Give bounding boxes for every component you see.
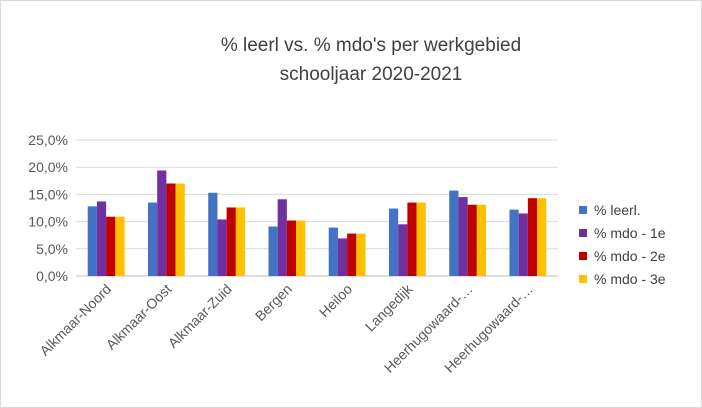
legend-label: % leerl. (594, 201, 641, 218)
legend-label: % mdo - 3e (594, 270, 666, 287)
bar (347, 233, 357, 276)
bar (157, 170, 167, 276)
x-tick-label: Langedijk (362, 280, 416, 334)
legend-item: % leerl. (579, 198, 666, 221)
y-tick-label: 25,0% (28, 132, 68, 148)
legend-item: % mdo - 1e (579, 221, 666, 244)
bar (518, 213, 528, 276)
y-tick-label: 10,0% (28, 214, 68, 230)
legend-item: % mdo - 3e (579, 267, 666, 290)
bar (467, 204, 477, 276)
x-tick-label: Heiloo (316, 281, 356, 321)
bar (268, 226, 278, 276)
y-tick-label: 0,0% (36, 268, 68, 284)
y-tick-label: 20,0% (28, 159, 68, 175)
bar (286, 220, 297, 276)
bar (337, 238, 348, 276)
x-tick-label: Bergen (252, 281, 295, 324)
chart-title: % leerl vs. % mdo's per werkgebied schoo… (161, 31, 581, 89)
legend-swatch (579, 274, 587, 283)
bar (226, 207, 236, 276)
chart-subtitle-line: schooljaar 2020-2021 (279, 64, 463, 85)
x-tick-label: Alkmaar-Zuid (165, 281, 235, 351)
bar (356, 233, 366, 276)
bar (388, 208, 399, 276)
y-tick-label: 15,0% (28, 186, 68, 202)
bar (509, 209, 519, 276)
bar (147, 202, 158, 276)
bar (277, 199, 287, 276)
bar (87, 206, 97, 276)
bar (217, 219, 227, 276)
legend-swatch (579, 228, 587, 237)
x-tick-label: Alkmaar-Noord (36, 281, 114, 359)
bar (106, 216, 116, 276)
bar (398, 224, 408, 276)
bar (328, 227, 338, 276)
bar (458, 197, 468, 276)
bar (527, 198, 538, 276)
bar (96, 201, 107, 276)
legend-item: % mdo - 2e (579, 244, 666, 267)
bar (537, 198, 547, 276)
bar (208, 192, 218, 276)
legend-swatch (579, 205, 587, 214)
legend: % leerl. % mdo - 1e % mdo - 2e % mdo - 3e (579, 198, 666, 290)
legend-label: % mdo - 2e (594, 247, 666, 264)
y-tick-label: 5,0% (36, 241, 68, 257)
bar (449, 190, 459, 276)
bar (235, 207, 246, 276)
bar (296, 220, 306, 276)
chart-title-line: % leerl vs. % mdo's per werkgebied (220, 35, 522, 56)
bar (115, 216, 125, 276)
bar (407, 202, 417, 276)
legend-label: % mdo - 1e (594, 224, 666, 241)
legend-swatch (579, 251, 587, 260)
bar (175, 183, 185, 276)
bar (416, 202, 426, 276)
bar (166, 183, 176, 276)
bar (476, 204, 487, 276)
